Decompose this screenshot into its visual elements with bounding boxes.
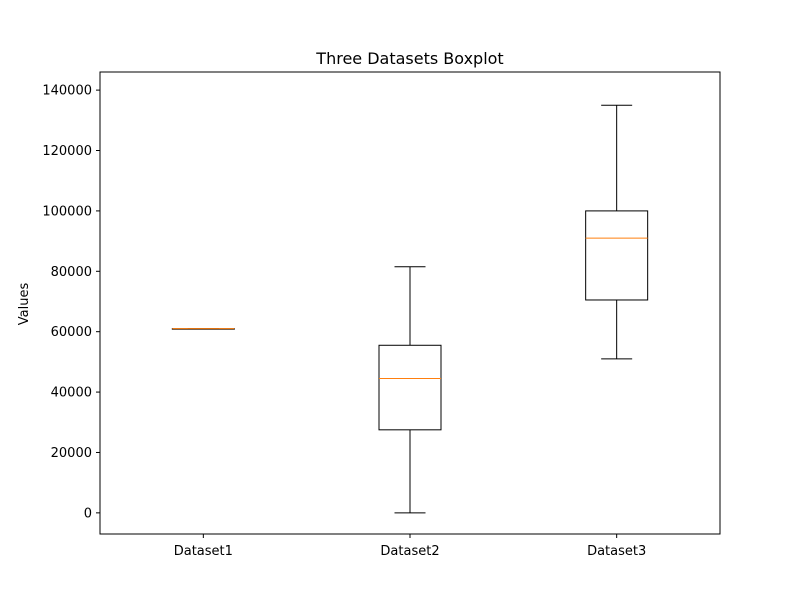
iqr-box (585, 210, 649, 301)
chart-title: Three Datasets Boxplot (315, 49, 503, 68)
y-tick-label: 40000 (51, 386, 92, 401)
iqr-box (378, 344, 442, 431)
y-tick-label: 140000 (42, 84, 92, 99)
plot-frame (99, 71, 721, 535)
y-tick-label: 80000 (51, 265, 92, 280)
x-tick-label: Dataset3 (587, 544, 646, 559)
box-dataset3 (585, 104, 649, 360)
y-tick-label: 60000 (51, 325, 92, 340)
x-tick-label: Dataset2 (380, 544, 439, 559)
y-tick-label: 120000 (42, 144, 92, 159)
y-tick-label: 100000 (42, 204, 92, 219)
y-tick-label: 0 (84, 506, 92, 521)
x-axis-ticks: Dataset1 Dataset2 Dataset3 (174, 534, 646, 559)
box-dataset2 (378, 266, 442, 514)
y-axis-label: Values (17, 283, 32, 326)
y-axis-ticks: 0 20000 40000 60000 80000 100000 120000 140000 (42, 84, 100, 521)
x-tick-label: Dataset1 (174, 544, 233, 559)
y-tick-label: 20000 (51, 446, 92, 461)
boxes-group (171, 104, 649, 514)
box-dataset1 (171, 328, 235, 330)
